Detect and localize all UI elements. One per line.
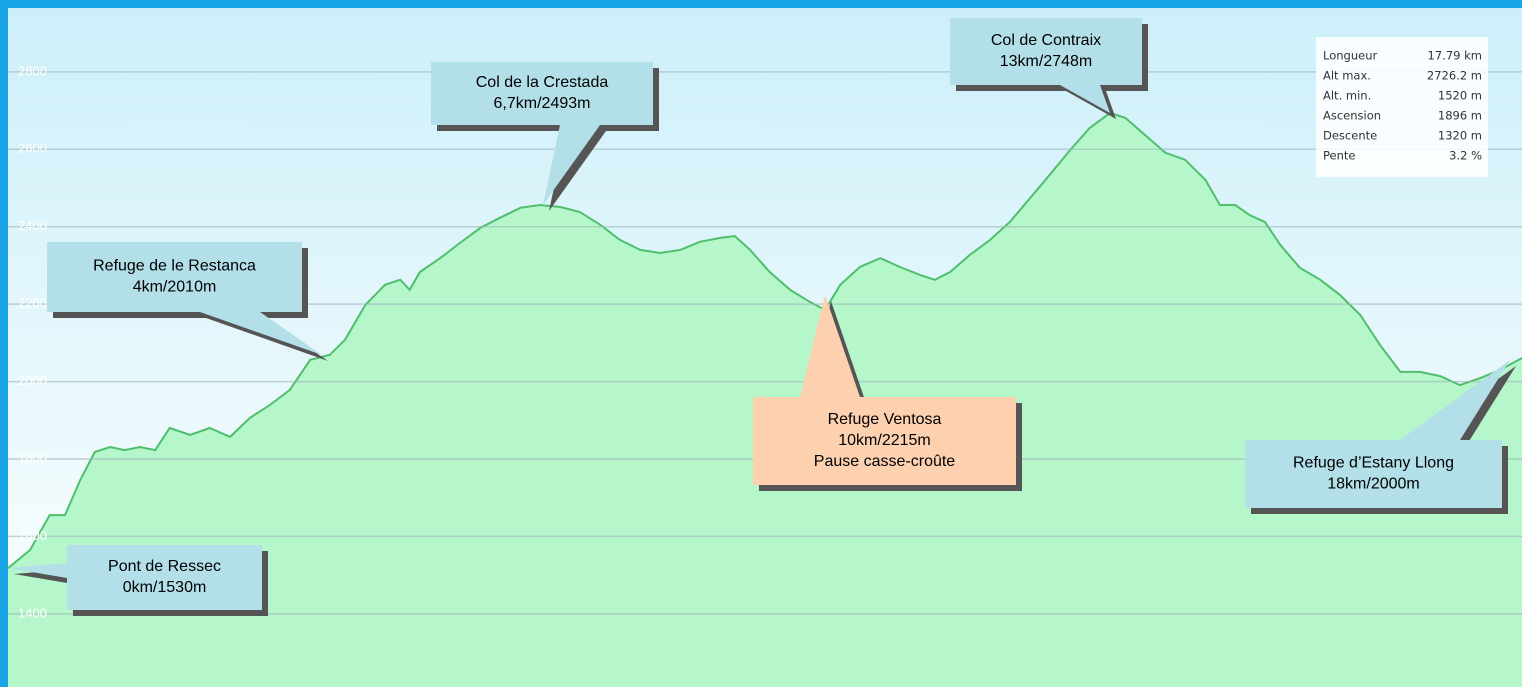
callout-pointer <box>1060 85 1110 113</box>
stats-value: 1320 m <box>1438 129 1482 143</box>
y-tick-label: 1400 <box>18 605 47 620</box>
callout: Col de Contraix 13km/2748m <box>950 18 1148 119</box>
callout-text: Refuge d’Estany Llong <box>1293 455 1454 472</box>
callout-box <box>950 18 1142 85</box>
stats-value: 3.2 % <box>1449 149 1482 163</box>
callout-box <box>1245 440 1502 508</box>
y-tick-label: 2000 <box>18 373 47 388</box>
callout: Col de la Crestada 6,7km/2493m <box>431 62 659 211</box>
callout-text: Pont de Ressec <box>108 558 221 575</box>
callout: Refuge d’Estany Llong 18km/2000m <box>1245 360 1516 514</box>
callout-text: Col de Contraix <box>991 32 1101 49</box>
callout-text: 0km/1530m <box>123 579 207 596</box>
stats-box: Longueur 17.79 km Alt max. 2726.2 m Alt. min… <box>1316 37 1488 177</box>
callout-text: 10km/2215m <box>838 432 931 449</box>
callout: Refuge de le Restanca 4km/2010m <box>47 242 328 361</box>
stats-label: Alt max. <box>1323 69 1371 83</box>
callout-pointer <box>8 563 67 578</box>
stats-value: 1520 m <box>1438 89 1482 103</box>
y-tick-label: 1800 <box>18 450 47 465</box>
callout-text: 13km/2748m <box>1000 53 1093 70</box>
callout-pointer <box>800 295 860 397</box>
callout-text: 4km/2010m <box>133 279 217 296</box>
y-tick-label: 2200 <box>18 296 47 311</box>
callout-box <box>67 545 262 610</box>
stats-background <box>1316 37 1488 177</box>
y-tick-label: 2400 <box>18 218 47 233</box>
callout-box <box>431 62 653 125</box>
y-tick-label: 2800 <box>18 63 47 78</box>
callout: Refuge Ventosa 10km/2215m Pause casse-croû… <box>753 295 1022 491</box>
callout-text: Pause casse-croûte <box>814 453 956 470</box>
callout-text: 18km/2000m <box>1327 476 1420 493</box>
callout-box <box>47 242 302 312</box>
callout-text: 6,7km/2493m <box>494 95 591 112</box>
stats-label: Descente <box>1323 129 1377 143</box>
y-tick-label: 1600 <box>18 528 47 543</box>
stats-label: Pente <box>1323 149 1355 163</box>
callout-shadow <box>206 318 328 361</box>
stats-value: 17.79 km <box>1428 49 1482 63</box>
stats-value: 2726.2 m <box>1427 69 1482 83</box>
callout-box <box>753 397 1016 485</box>
callout-pointer <box>200 312 322 355</box>
callout-pointer <box>1400 360 1510 440</box>
callout-text: Refuge Ventosa <box>828 411 942 428</box>
stats-value: 1896 m <box>1438 109 1482 123</box>
stats-label: Longueur <box>1323 49 1377 63</box>
y-tick-label: 2600 <box>18 141 47 156</box>
callout-pointer <box>543 125 600 205</box>
callout-text: Refuge de le Restanca <box>93 258 256 275</box>
callout-text: Col de la Crestada <box>476 74 609 91</box>
line <box>7 111 1522 569</box>
callout: Pont de Ressec 0km/1530m <box>8 545 268 616</box>
stats-label: Alt. min. <box>1323 89 1371 103</box>
stats-label: Ascension <box>1323 109 1381 123</box>
